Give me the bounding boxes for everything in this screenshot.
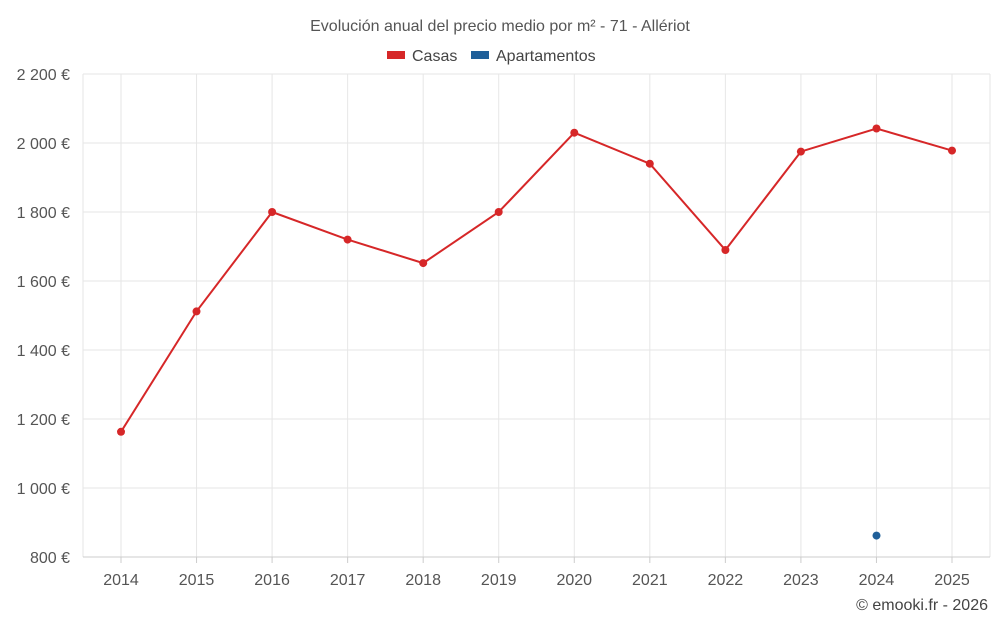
- data-point-casas: [268, 208, 277, 216]
- series-casas: [117, 124, 956, 436]
- series-apartamentos: [872, 531, 881, 540]
- y-axis-ticks: 800 € 1 000 € 1 200 € 1 400 € 1 600 € 1 800 €…: [17, 67, 70, 567]
- legend-label-casas: Casas: [412, 48, 457, 65]
- y-tick-label: 800 €: [30, 550, 70, 567]
- x-tick-label: 2016: [254, 572, 290, 589]
- x-tick-label: 2022: [708, 572, 744, 589]
- grid: [82, 73, 991, 557]
- y-tick-label: 1 200 €: [17, 412, 70, 429]
- y-tick-label: 2 000 €: [17, 136, 70, 153]
- legend-label-apartamentos: Apartamentos: [496, 48, 596, 65]
- data-point-casas: [721, 246, 730, 254]
- y-tick-label: 2 200 €: [17, 67, 70, 84]
- data-point-casas: [343, 235, 352, 244]
- data-point-casas: [872, 124, 881, 133]
- data-point-casas: [948, 146, 956, 155]
- legend: Casas Apartamentos: [387, 48, 596, 65]
- y-tick-label: 1 400 €: [17, 343, 70, 360]
- x-tick-label: 2020: [556, 572, 592, 589]
- data-point-apartamentos: [872, 531, 881, 540]
- x-tick-label: 2023: [783, 572, 819, 589]
- y-tick-label: 1 800 €: [17, 205, 70, 222]
- x-tick-label: 2017: [330, 572, 366, 589]
- x-tick-label: 2019: [481, 572, 517, 589]
- x-axis-ticks: 2014 2015 2016 2017 2018 2019 2020 2021 2022 2023…: [103, 557, 970, 589]
- series-line-casas: [120, 127, 953, 433]
- legend-swatch-casas: [387, 51, 405, 59]
- x-tick-label: 2018: [405, 572, 441, 589]
- x-tick-label: 2025: [934, 572, 970, 589]
- y-tick-label: 1 000 €: [17, 481, 70, 498]
- chart-title: Evolución anual del precio medio por m² …: [310, 18, 690, 35]
- x-tick-label: 2021: [632, 572, 668, 589]
- x-tick-label: 2024: [859, 572, 895, 589]
- data-point-casas: [117, 427, 125, 436]
- data-point-casas: [419, 259, 428, 268]
- x-tick-label: 2014: [103, 572, 139, 589]
- data-point-casas: [192, 307, 201, 316]
- data-point-casas: [494, 208, 503, 216]
- y-tick-label: 1 600 €: [17, 274, 70, 291]
- series: [117, 124, 956, 540]
- data-point-casas: [570, 128, 579, 137]
- data-point-casas: [645, 159, 654, 168]
- x-tick-label: 2015: [179, 572, 215, 589]
- data-point-casas: [796, 147, 805, 156]
- credit-text: © emooki.fr - 2026: [856, 597, 988, 614]
- legend-swatch-apartamentos: [471, 51, 489, 59]
